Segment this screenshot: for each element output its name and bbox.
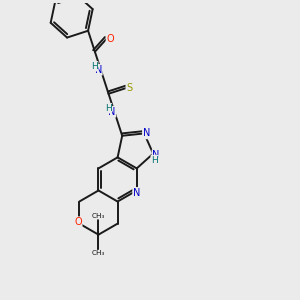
Text: N: N — [133, 188, 140, 198]
Text: S: S — [126, 83, 132, 93]
Text: O: O — [74, 217, 82, 227]
Text: CH₃: CH₃ — [92, 250, 105, 256]
Text: N: N — [152, 150, 160, 160]
Text: CH₃: CH₃ — [92, 213, 105, 219]
Text: O: O — [106, 34, 114, 44]
Text: N: N — [143, 128, 150, 139]
Text: H: H — [151, 156, 158, 165]
Text: H: H — [91, 62, 98, 71]
Text: N: N — [94, 65, 102, 75]
Text: N: N — [108, 107, 116, 117]
Text: H: H — [105, 104, 111, 113]
